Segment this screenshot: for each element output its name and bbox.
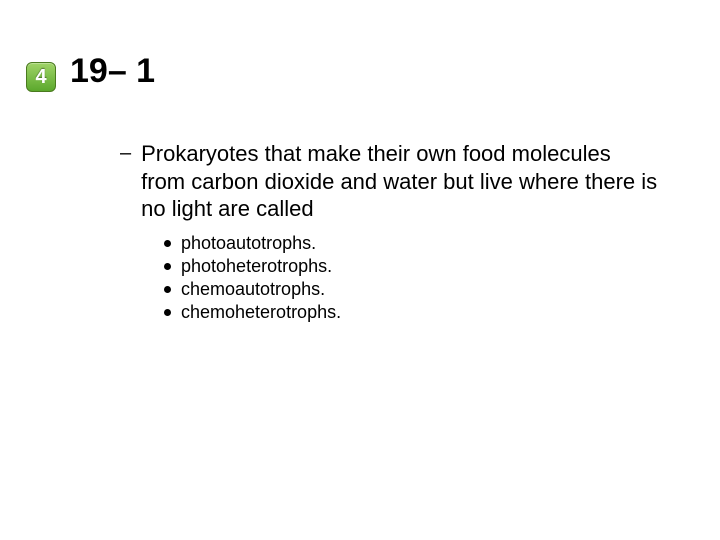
option-item: photoheterotrophs. [164, 256, 660, 277]
option-item: chemoheterotrophs. [164, 302, 660, 323]
question-block: – Prokaryotes that make their own food m… [120, 140, 660, 325]
bullet-icon [164, 309, 171, 316]
option-item: chemoautotrophs. [164, 279, 660, 300]
option-label: photoautotrophs. [181, 233, 316, 254]
option-label: photoheterotrophs. [181, 256, 332, 277]
bullet-icon [164, 263, 171, 270]
dash-bullet: – [120, 142, 131, 165]
option-label: chemoheterotrophs. [181, 302, 341, 323]
options-list: photoautotrophs. photoheterotrophs. chem… [164, 233, 660, 323]
question-text: Prokaryotes that make their own food mol… [141, 140, 660, 223]
option-item: photoautotrophs. [164, 233, 660, 254]
chapter-badge: 4 [26, 62, 56, 92]
chapter-badge-number: 4 [35, 66, 46, 89]
question-row: – Prokaryotes that make their own food m… [120, 140, 660, 223]
section-number: 19– 1 [70, 52, 155, 91]
bullet-icon [164, 286, 171, 293]
option-label: chemoautotrophs. [181, 279, 325, 300]
bullet-icon [164, 240, 171, 247]
